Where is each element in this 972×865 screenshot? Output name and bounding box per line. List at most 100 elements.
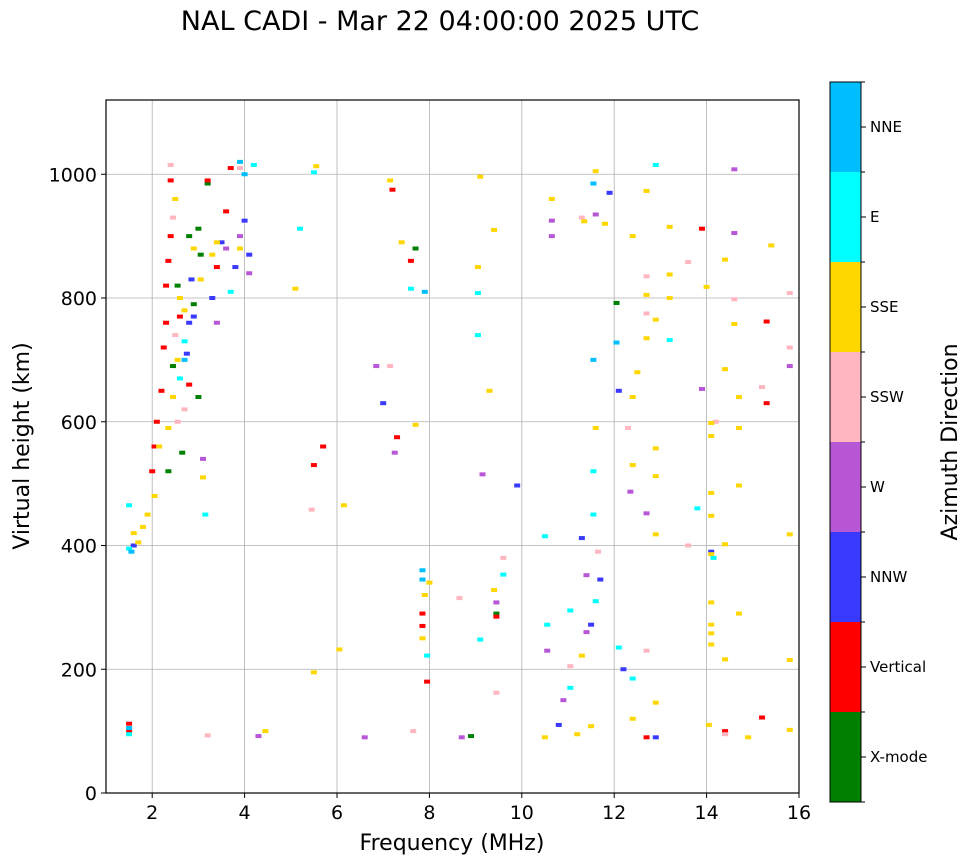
- data-point: [698, 226, 705, 231]
- data-point: [786, 532, 793, 537]
- data-point: [685, 260, 692, 265]
- data-point: [615, 388, 622, 393]
- data-point: [419, 636, 426, 641]
- data-point: [197, 277, 204, 282]
- data-point: [477, 174, 484, 179]
- data-point: [156, 444, 163, 449]
- data-point: [310, 670, 317, 675]
- data-point: [685, 543, 692, 548]
- data-point: [227, 166, 234, 171]
- data-point: [731, 321, 738, 326]
- data-point: [200, 475, 207, 480]
- data-point: [548, 218, 555, 223]
- data-point: [592, 212, 599, 217]
- data-point: [169, 215, 176, 220]
- data-point: [708, 552, 715, 557]
- data-point: [165, 425, 172, 430]
- data-point: [213, 320, 220, 325]
- data-point: [592, 425, 599, 430]
- data-point: [181, 339, 188, 344]
- data-point: [698, 386, 705, 391]
- data-point: [172, 197, 179, 201]
- x-tick-label: 8: [423, 802, 435, 824]
- data-point: [786, 345, 793, 350]
- data-point: [223, 209, 230, 214]
- data-point: [590, 469, 597, 474]
- data-point: [163, 283, 170, 288]
- data-point: [126, 503, 133, 508]
- data-point: [151, 494, 158, 498]
- data-point: [419, 611, 426, 616]
- data-point: [544, 622, 551, 627]
- data-point: [308, 507, 315, 512]
- data-point: [652, 532, 659, 537]
- data-point: [181, 357, 188, 362]
- colorbar-segment: [830, 172, 861, 262]
- data-point: [629, 676, 636, 681]
- data-point: [195, 395, 202, 399]
- data-point: [578, 536, 585, 541]
- data-point: [613, 340, 620, 345]
- data-point: [588, 622, 595, 627]
- data-point: [209, 252, 216, 257]
- data-point: [588, 724, 595, 729]
- data-point: [186, 234, 193, 239]
- colorbar-title: Azimuth Direction: [938, 343, 963, 540]
- data-point: [186, 320, 193, 325]
- colorbar-segment: [830, 262, 861, 352]
- data-point: [578, 215, 585, 220]
- data-point: [627, 489, 634, 494]
- data-point: [548, 234, 555, 239]
- data-point: [204, 178, 211, 183]
- data-point: [188, 277, 195, 282]
- y-axis-ticks: 0 200 400 600 800 1000: [49, 164, 106, 805]
- data-point: [763, 401, 770, 406]
- colorbar-label: NNE: [870, 118, 902, 136]
- data-point: [474, 265, 481, 270]
- data-point: [560, 698, 567, 703]
- data-point: [634, 370, 641, 375]
- data-point: [493, 611, 500, 616]
- data-point: [590, 512, 597, 517]
- data-point: [708, 549, 715, 554]
- x-tick-label: 14: [695, 802, 719, 824]
- data-point: [218, 240, 225, 245]
- data-point: [169, 364, 176, 369]
- y-tick-label: 0: [85, 783, 97, 805]
- data-point: [491, 227, 498, 232]
- data-point: [190, 246, 197, 251]
- data-point: [174, 419, 181, 424]
- data-point: [176, 296, 183, 300]
- colorbar-frame: [829, 81, 862, 803]
- data-point: [250, 162, 257, 167]
- data-point: [213, 265, 220, 270]
- data-point: [710, 555, 717, 560]
- data-point: [652, 317, 659, 322]
- data-point: [735, 483, 742, 488]
- data-point: [643, 311, 650, 316]
- x-tick-label: 12: [602, 802, 626, 824]
- data-point: [759, 385, 766, 390]
- data-point: [426, 580, 433, 585]
- data-point: [629, 234, 636, 239]
- data-point: [493, 690, 500, 695]
- data-point: [130, 531, 137, 536]
- data-point: [126, 721, 133, 726]
- data-point: [456, 596, 463, 601]
- colorbar-label: E: [870, 208, 879, 226]
- data-point: [567, 664, 574, 669]
- data-point: [128, 549, 135, 554]
- data-point: [606, 190, 613, 195]
- data-point: [165, 469, 172, 474]
- data-point: [666, 272, 673, 277]
- data-point: [412, 246, 419, 251]
- y-axis-label: Virtual height (km): [10, 342, 35, 549]
- data-point: [262, 729, 269, 734]
- data-point: [735, 611, 742, 616]
- data-point: [705, 722, 712, 727]
- data-point: [213, 240, 220, 245]
- data-point: [176, 376, 183, 381]
- data-point: [172, 333, 179, 338]
- data-point: [643, 336, 650, 341]
